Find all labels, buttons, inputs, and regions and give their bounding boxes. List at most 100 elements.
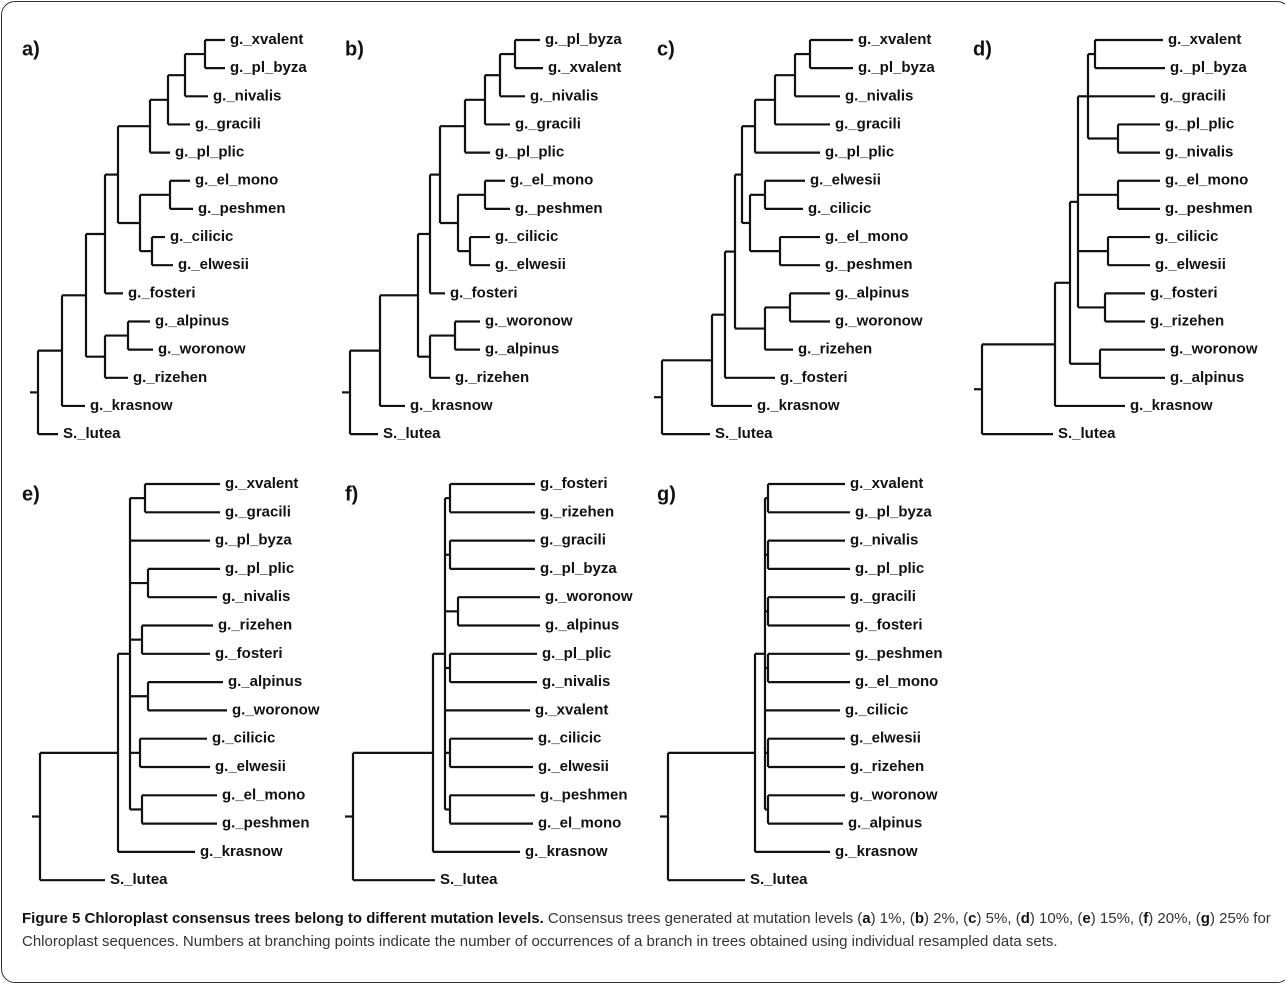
leaf-label: g._nivalis	[213, 87, 281, 104]
leaf-label: g._cilicic	[170, 228, 233, 245]
leaf-label: g._woronow	[158, 341, 246, 358]
leaf-label: g._alpinus	[545, 616, 619, 633]
leaf-label: g._xvalent	[225, 475, 298, 492]
leaf-label: g._fosteri	[128, 284, 196, 301]
panel-label: e)	[22, 483, 40, 505]
leaf-label: g._pl_plic	[225, 560, 294, 577]
leaf-label: S._lutea	[63, 425, 121, 442]
leaf-label: g._peshmen	[515, 200, 603, 217]
leaf-label: g._cilicic	[845, 701, 908, 718]
leaf-label: g._nivalis	[845, 87, 913, 104]
leaf-label: g._gracili	[835, 115, 901, 132]
leaf-label: g._gracili	[195, 115, 261, 132]
caption-text: g	[1200, 910, 1210, 927]
leaf-label: g._peshmen	[825, 256, 913, 273]
leaf-label: g._peshmen	[855, 645, 943, 662]
leaf-label: g._pl_plic	[542, 645, 611, 662]
leaf-label: S._lutea	[715, 425, 773, 442]
caption-text: b	[914, 910, 924, 927]
leaf-label: g._fosteri	[1150, 284, 1218, 301]
caption-text: ) 1%, (	[870, 910, 915, 927]
leaf-label: g._pl_byza	[858, 59, 935, 76]
leaf-label: g._pl_byza	[545, 31, 622, 48]
panel-label: a)	[22, 38, 40, 60]
leaf-label: g._krasnow	[757, 397, 840, 414]
leaf-label: g._elwesii	[850, 730, 921, 747]
leaf-label: g._krasnow	[410, 397, 493, 414]
leaf-label: g._alpinus	[155, 312, 229, 329]
leaf-label: g._gracili	[540, 532, 606, 549]
leaf-label: S._lutea	[383, 425, 441, 442]
caption-text: ) 10%, (	[1029, 910, 1083, 927]
leaf-label: g._alpinus	[1170, 369, 1244, 386]
leaf-label: g._cilicic	[212, 730, 275, 747]
leaf-label: g._pl_plic	[175, 144, 244, 161]
caption-text: e	[1082, 910, 1091, 927]
leaf-label: g._woronow	[485, 312, 573, 329]
panel-label: b)	[345, 38, 364, 60]
leaf-label: g._peshmen	[198, 200, 286, 217]
caption-text: f	[1143, 910, 1149, 927]
leaf-label: g._rizehen	[540, 503, 614, 520]
leaf-label: g._rizehen	[850, 758, 924, 775]
leaf-label: g._fosteri	[450, 284, 518, 301]
leaf-label: g._pl_plic	[855, 560, 924, 577]
caption-text: ) 15%, (	[1090, 910, 1144, 927]
leaf-label: g._alpinus	[835, 284, 909, 301]
leaf-label: g._gracili	[225, 503, 291, 520]
leaf-label: g._pl_plic	[1165, 115, 1234, 132]
leaf-label: g._pl_byza	[1170, 59, 1247, 76]
panel-label: f)	[345, 483, 358, 505]
leaf-label: g._elwesii	[538, 758, 609, 775]
leaf-label: g._pl_plic	[825, 144, 894, 161]
leaf-label: g._gracili	[850, 588, 916, 605]
leaf-label: g._elwesii	[1155, 256, 1226, 273]
leaf-label: g._fosteri	[215, 645, 283, 662]
leaf-label: g._fosteri	[780, 369, 848, 386]
leaf-label: g._el_mono	[222, 786, 305, 803]
leaf-label: g._xvalent	[858, 31, 931, 48]
leaf-label: g._gracili	[1160, 87, 1226, 104]
leaf-label: g._el_mono	[510, 172, 593, 189]
leaf-label: g._peshmen	[540, 786, 628, 803]
caption: Figure 5 Chloroplast consensus trees bel…	[22, 907, 1272, 953]
leaf-label: g._krasnow	[1130, 397, 1213, 414]
leaf-label: g._pl_byza	[215, 532, 292, 549]
leaf-label: g._woronow	[232, 701, 320, 718]
caption-title: Figure 5 Chloroplast consensus trees bel…	[22, 910, 544, 927]
leaf-label: g._elwesii	[495, 256, 566, 273]
leaf-label: g._woronow	[545, 588, 633, 605]
leaf-label: g._pl_byza	[230, 59, 307, 76]
leaf-label: S._lutea	[750, 871, 808, 888]
leaf-label: g._gracili	[515, 115, 581, 132]
leaf-label: g._nivalis	[850, 532, 918, 549]
leaf-label: g._nivalis	[1165, 144, 1233, 161]
caption-text: Consensus trees generated at mutation le…	[543, 910, 863, 927]
leaf-label: g._krasnow	[200, 843, 283, 860]
leaf-label: g._elwesii	[810, 172, 881, 189]
leaf-label: g._peshmen	[222, 815, 310, 832]
leaf-label: g._krasnow	[525, 843, 608, 860]
leaf-label: g._nivalis	[542, 673, 610, 690]
trees: a) g._xvalent g._pl_byza g._nivalis g._graci…	[22, 31, 1258, 888]
leaf-label: g._el_mono	[1165, 172, 1248, 189]
panel-label: g)	[657, 483, 676, 505]
leaf-label: g._rizehen	[455, 369, 529, 386]
caption-text: ) 25% for Chloroplast sequences. Numbers…	[22, 910, 1271, 950]
leaf-label: g._krasnow	[90, 397, 173, 414]
caption-text: d	[1020, 910, 1030, 927]
leaf-label: g._rizehen	[798, 341, 872, 358]
leaf-label: g._woronow	[1170, 341, 1258, 358]
leaf-label: g._xvalent	[548, 59, 621, 76]
leaf-label: g._cilicic	[808, 200, 871, 217]
leaf-label: g._fosteri	[540, 475, 608, 492]
leaf-label: g._alpinus	[228, 673, 302, 690]
leaf-label: g._elwesii	[215, 758, 286, 775]
leaf-label: g._woronow	[850, 786, 938, 803]
leaf-label: g._pl_plic	[495, 144, 564, 161]
leaf-label: S._lutea	[440, 871, 498, 888]
leaf-label: g._rizehen	[218, 616, 292, 633]
leaf-label: S._lutea	[110, 871, 168, 888]
